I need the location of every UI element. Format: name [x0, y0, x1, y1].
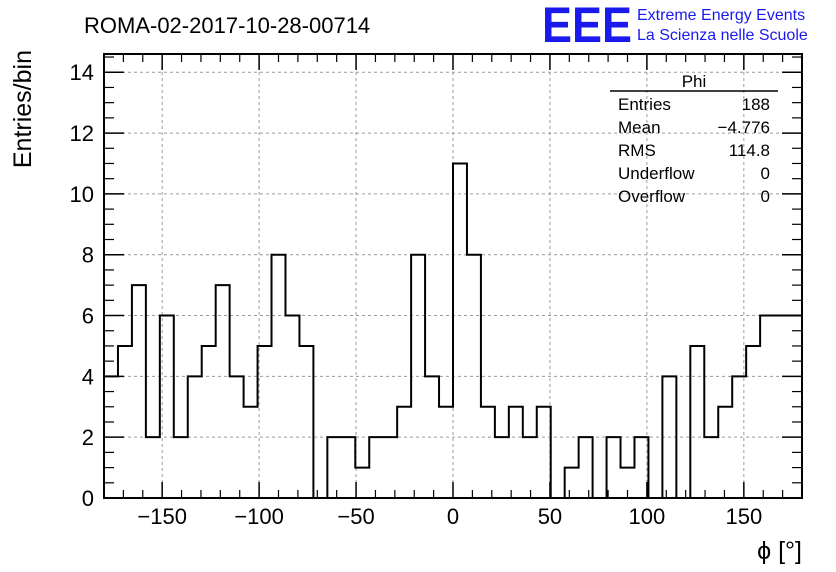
y-tick-label: 4: [82, 364, 94, 389]
histogram-outline: [104, 162, 802, 499]
x-axis-label: ϕ [°]: [757, 537, 802, 565]
stats-value: 0: [761, 164, 770, 183]
y-tick-label: 0: [82, 486, 94, 511]
y-tick-label: 8: [82, 243, 94, 268]
stats-label: Mean: [618, 118, 661, 137]
stats-label: Underflow: [618, 164, 695, 183]
stats-label: Overflow: [618, 187, 686, 206]
x-tick-label: 50: [538, 504, 562, 529]
stats-rows: Entries 188 Mean −4.776 RMS 114.8 Underflow 0 Ov…: [618, 95, 770, 206]
logo-line-2: La Scienza nelle Scuole: [637, 27, 808, 44]
y-tick-label: 2: [82, 425, 94, 450]
stats-name: Phi: [682, 72, 707, 91]
tick-labels: −150 −100 −50 0 50 100 150 0 2 4 6 8 10 12 14: [70, 60, 763, 529]
y-axis-label: Entries/bin: [9, 50, 37, 168]
y-tick-label: 14: [70, 60, 94, 85]
stats-value: 114.8: [729, 141, 770, 160]
stats-box: Phi Entries 188 Mean −4.776 RMS 114.8 Underflo…: [610, 72, 778, 206]
stats-label: RMS: [618, 141, 656, 160]
x-tick-label: 150: [725, 504, 762, 529]
y-tick-label: 6: [82, 304, 94, 329]
stats-value: 0: [761, 187, 770, 206]
x-tick-label: 100: [629, 504, 666, 529]
y-tick-label: 12: [70, 121, 94, 146]
chart-title: ROMA-02-2017-10-28-00714: [84, 13, 370, 38]
y-tick-label: 10: [70, 182, 94, 207]
stats-label: Entries: [618, 95, 671, 114]
plot-frame: [103, 53, 803, 499]
stats-value: 188: [742, 95, 770, 114]
x-tick-label: −100: [234, 504, 284, 529]
x-tick-label: 0: [447, 504, 459, 529]
logo-mark: EEE: [542, 0, 632, 53]
x-tick-label: −150: [137, 504, 187, 529]
eee-logo: EEE Extreme Energy Events La Scienza nel…: [542, 0, 808, 53]
stats-value: −4.776: [718, 118, 770, 137]
logo-line-1: Extreme Energy Events: [637, 7, 805, 24]
x-tick-label: −50: [337, 504, 374, 529]
